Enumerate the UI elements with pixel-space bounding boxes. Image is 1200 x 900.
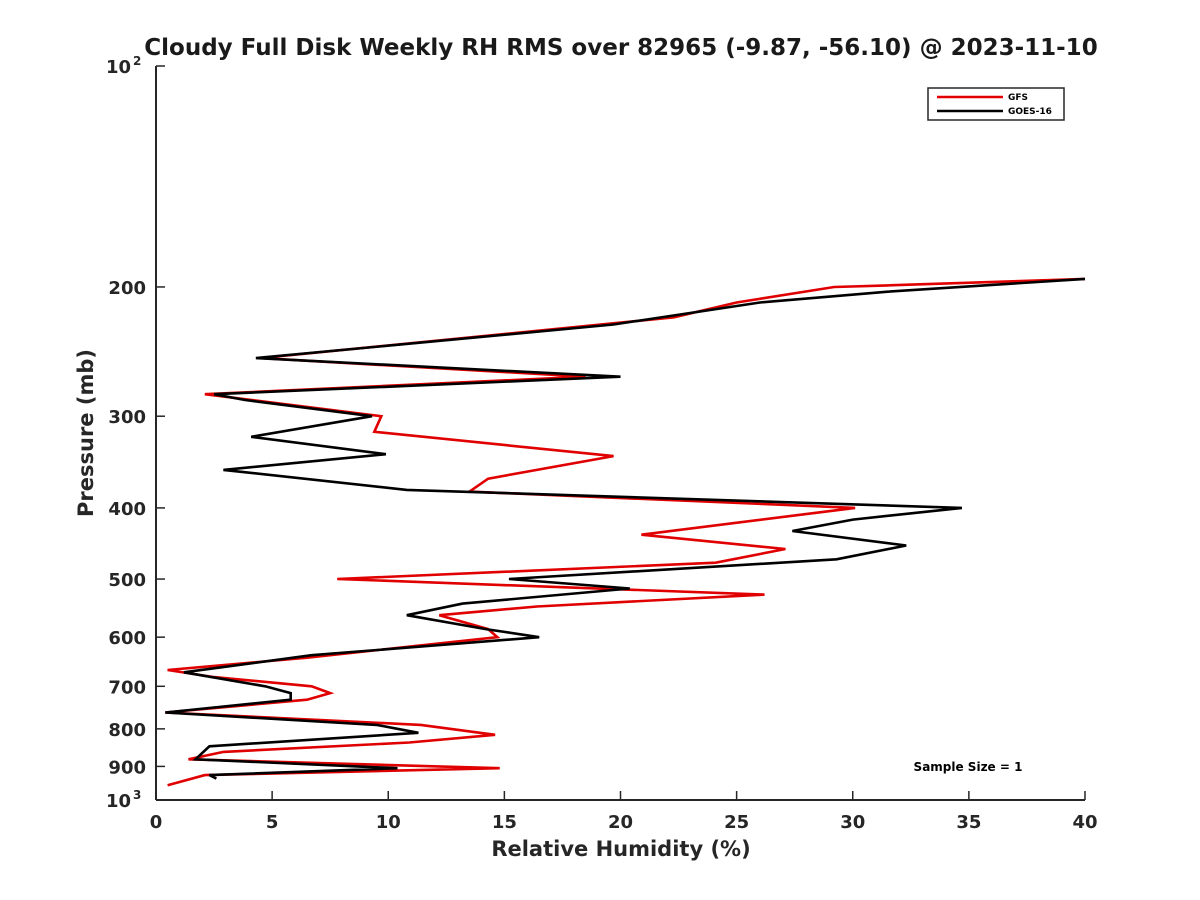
chart-title: Cloudy Full Disk Weekly RH RMS over 8296… xyxy=(144,35,1097,61)
y-tick-label: 900 xyxy=(108,757,146,778)
series-line-goes16 xyxy=(165,277,1086,780)
y-tick-exponent: 3 xyxy=(133,788,141,802)
x-axis-label: Relative Humidity (%) xyxy=(491,837,750,861)
x-tick-label: 30 xyxy=(840,812,865,833)
legend: GFS GOES-16 xyxy=(927,87,1065,121)
y-tick-label: 600 xyxy=(108,628,146,649)
legend-label-goes16: GOES-16 xyxy=(1008,107,1052,117)
plot-series-group xyxy=(165,277,1086,787)
x-tick-label: 15 xyxy=(492,812,517,833)
y-tick-label: 10 xyxy=(106,791,131,812)
x-tick-label: 5 xyxy=(266,812,279,833)
y-tick-exponent: 2 xyxy=(133,54,141,68)
x-tick-label: 20 xyxy=(608,812,633,833)
series-line-gfs xyxy=(165,277,1086,787)
x-tick-label: 0 xyxy=(150,812,163,833)
y-tick-label: 700 xyxy=(108,677,146,698)
legend-label-gfs: GFS xyxy=(1008,93,1028,103)
y-tick-label: 800 xyxy=(108,720,146,741)
y-tick-label: 10 xyxy=(106,57,131,78)
x-tick-label: 40 xyxy=(1072,812,1097,833)
legend-box xyxy=(927,87,1065,121)
x-axis-ticks: 0 5 10 15 20 25 30 35 40 xyxy=(150,791,1098,833)
x-tick-label: 10 xyxy=(376,812,401,833)
x-tick-label: 25 xyxy=(724,812,749,833)
sample-size-annotation: Sample Size = 1 xyxy=(914,760,1023,774)
y-tick-label: 200 xyxy=(108,278,146,299)
y-tick-label: 500 xyxy=(108,570,146,591)
y-tick-label: 300 xyxy=(108,407,146,428)
y-axis-label: Pressure (mb) xyxy=(74,349,98,517)
x-tick-label: 35 xyxy=(956,812,981,833)
y-tick-label: 400 xyxy=(108,499,146,520)
